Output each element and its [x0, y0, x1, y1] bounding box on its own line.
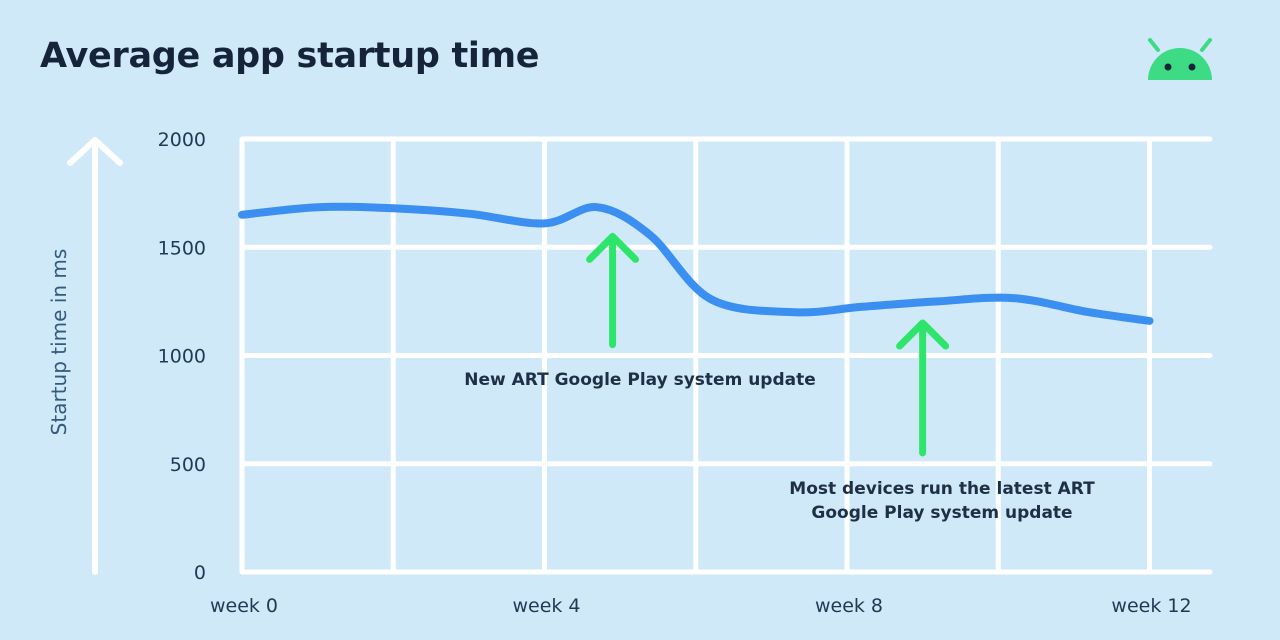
- y-axis-label: Startup time in ms: [47, 249, 71, 436]
- y-tick-label: 1500: [158, 237, 206, 259]
- y-tick-label: 500: [170, 454, 206, 476]
- x-tick-label: week 12: [1111, 595, 1191, 617]
- annotation-text: Most devices run the latest ART: [789, 479, 1095, 499]
- series: [238, 202, 1154, 325]
- annotation-text: New ART Google Play system update: [464, 370, 816, 390]
- y-tick-label: 1000: [158, 346, 206, 368]
- up-arrow-icon: [67, 137, 123, 575]
- annotation-arrow: [896, 319, 950, 457]
- chart-title: Average app startup time: [40, 36, 540, 76]
- annotation-text: Google Play system update: [811, 503, 1072, 523]
- x-tick-label: week 8: [815, 595, 883, 617]
- x-tick-label: week 0: [210, 595, 278, 617]
- y-tick-label: 2000: [158, 129, 206, 151]
- android-icon: [1148, 38, 1212, 80]
- y-ticks: 0 500 1000 1500 2000: [158, 129, 206, 584]
- annotations: New ART Google Play system update Most de…: [464, 232, 1095, 523]
- x-ticks: week 0 week 4 week 8 week 12: [210, 595, 1192, 617]
- annotation-arrow: [586, 232, 640, 349]
- y-tick-label: 0: [194, 562, 206, 584]
- series-line: [238, 202, 1154, 325]
- grid: [239, 136, 1213, 575]
- x-tick-label: week 4: [512, 595, 580, 617]
